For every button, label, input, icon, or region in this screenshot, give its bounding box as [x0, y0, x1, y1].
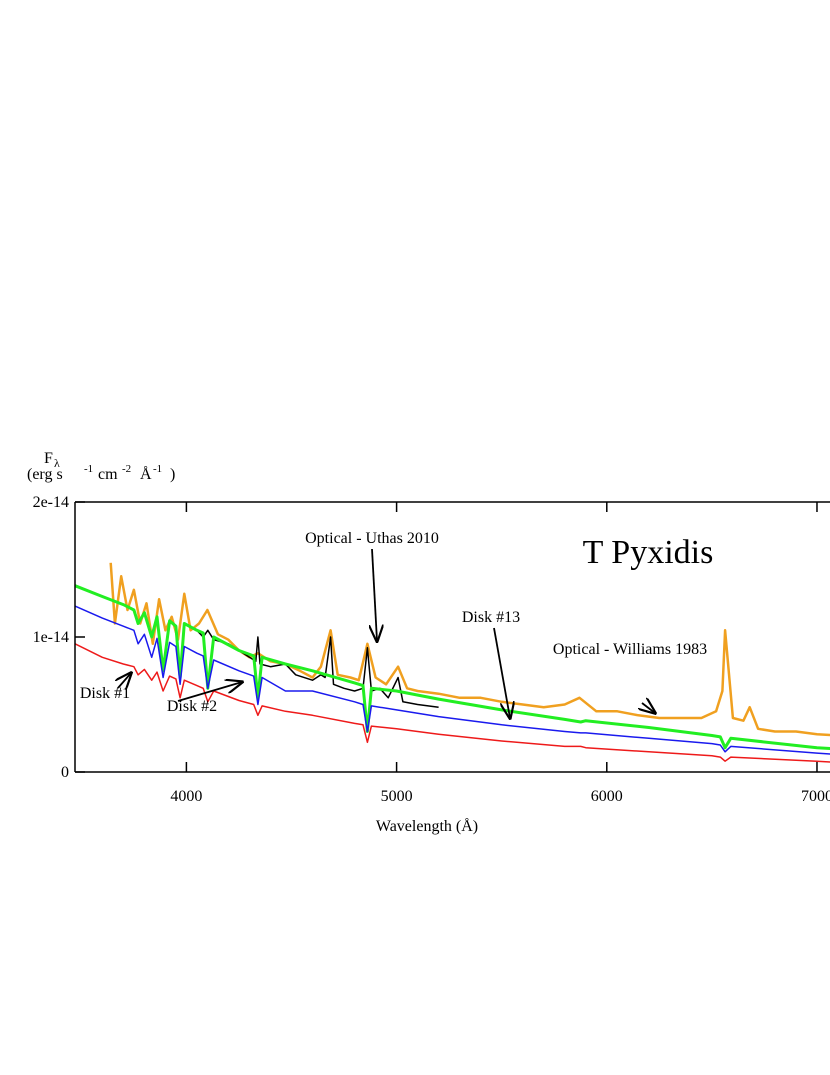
- x-tick-label: 4000: [170, 788, 202, 805]
- annotation: Optical - Williams 1983: [553, 641, 707, 658]
- plot-area: [75, 562, 830, 763]
- y-label-close: ): [170, 466, 175, 483]
- annotation-arrow: [493, 627, 510, 718]
- spectrum-line: [109, 562, 830, 737]
- annotation-arrow: [118, 673, 131, 688]
- spectrum-line: [75, 643, 830, 763]
- annotation-arrow: [177, 682, 242, 702]
- spectrum-line: [75, 605, 830, 755]
- y-label-open: (erg s: [27, 466, 63, 483]
- y-tick-label: 2e-14: [33, 494, 69, 511]
- annotation: Optical - Uthas 2010: [305, 530, 439, 547]
- y-label-symbol: F: [44, 450, 53, 467]
- x-label: Wavelength (Å): [376, 817, 478, 835]
- annotation-arrow: [372, 548, 377, 641]
- annotation: Disk #13: [462, 609, 520, 626]
- x-tick-label: 7000: [801, 788, 830, 805]
- y-label-unit: Å: [140, 465, 152, 483]
- y-label-subscript: λ: [54, 456, 60, 470]
- y-label-exp: -1: [84, 463, 93, 475]
- y-tick-label: 0: [61, 764, 69, 781]
- spectrum-line: [75, 584, 830, 751]
- y-tick-label: 1e-14: [33, 629, 69, 646]
- annotation: Disk #2: [167, 698, 217, 715]
- y-label-exp: -1: [153, 463, 162, 475]
- y-label-mid: cm: [98, 466, 118, 483]
- annotation: Disk #1: [80, 685, 130, 702]
- annotation-arrow: [642, 703, 655, 713]
- x-tick-label: 6000: [591, 788, 623, 805]
- x-tick-label: 5000: [381, 788, 413, 805]
- y-label-exp: -2: [122, 463, 131, 475]
- chart-title: T Pyxidis: [583, 534, 714, 571]
